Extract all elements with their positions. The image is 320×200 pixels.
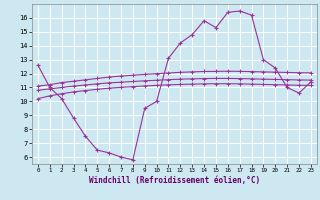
X-axis label: Windchill (Refroidissement éolien,°C): Windchill (Refroidissement éolien,°C) — [89, 176, 260, 185]
